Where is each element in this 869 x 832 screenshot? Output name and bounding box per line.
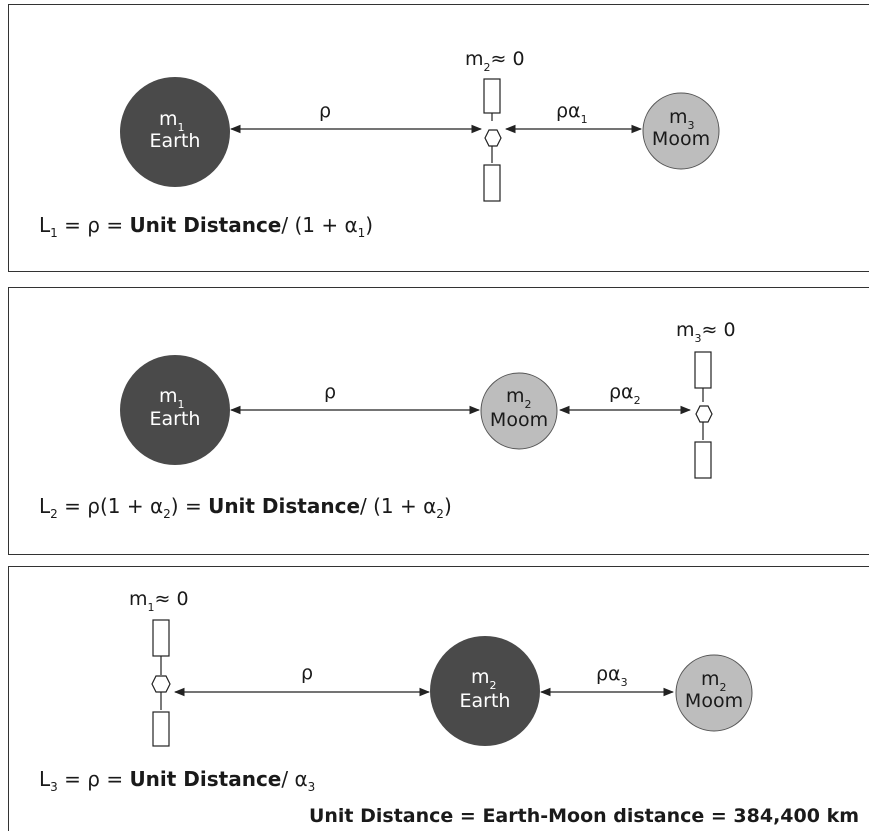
earth-body <box>430 636 540 746</box>
rho-alpha-label: ρα1 <box>556 100 588 126</box>
panel-l1-diagram: m1 Earth ρ m2≈ 0 ρα1 m3 Moom <box>120 48 720 202</box>
moon-name-label: Moom <box>652 128 710 150</box>
satellite-mass-label: m3≈ 0 <box>676 319 736 345</box>
satellite-icon <box>483 78 502 202</box>
moon-name-label: Moom <box>685 690 743 712</box>
rho-label: ρ <box>301 662 313 684</box>
earth-name-label: Earth <box>150 130 201 152</box>
moon-body <box>642 92 720 170</box>
panel-l3-diagram: m1≈ 0 ρ m2 Earth ρα3 m2 Moom <box>129 588 753 747</box>
moon-mass-label: m2 <box>506 385 532 411</box>
l3-formula: L3 = ρ = Unit Distance/ α3 <box>39 767 316 794</box>
rho-alpha-label: ρα2 <box>609 381 641 407</box>
moon-body <box>480 372 558 450</box>
earth-mass-label: m1 <box>159 108 185 134</box>
moon-name-label: Moom <box>490 409 548 431</box>
satellite-icon <box>694 351 713 479</box>
satellite-mass-label: m2≈ 0 <box>465 48 525 74</box>
rho-label: ρ <box>324 381 336 403</box>
satellite-icon <box>151 619 171 747</box>
panel-l2: m1 Earth ρ m2 Moom ρα2 m3≈ 0 L2 = ρ(1 + … <box>8 287 869 555</box>
earth-mass-label: m2 <box>471 666 497 692</box>
panel-l1: m1 Earth ρ m2≈ 0 ρα1 m3 Moom L1 = ρ = Un… <box>8 4 869 272</box>
rho-label: ρ <box>319 100 331 122</box>
earth-mass-label: m1 <box>159 385 185 411</box>
moon-body <box>675 654 753 732</box>
earth-body <box>120 355 230 465</box>
unit-distance-note: Unit Distance = Earth-Moon distance = 38… <box>308 805 859 827</box>
rho-alpha-label: ρα3 <box>596 663 628 689</box>
earth-name-label: Earth <box>150 408 201 430</box>
satellite-mass-label: m1≈ 0 <box>129 588 189 614</box>
l1-formula: L1 = ρ = Unit Distance/ (1 + α1) <box>39 213 374 240</box>
moon-mass-label: m3 <box>669 106 695 132</box>
earth-body <box>120 77 230 187</box>
panel-l2-diagram: m1 Earth ρ m2 Moom ρα2 m3≈ 0 <box>120 319 736 479</box>
moon-mass-label: m2 <box>701 668 727 694</box>
l2-formula: L2 = ρ(1 + α2) = Unit Distance/ (1 + α2) <box>39 494 452 521</box>
earth-name-label: Earth <box>460 690 511 712</box>
panel-l3: m1≈ 0 ρ m2 Earth ρα3 m2 Moom L3 = ρ = Un… <box>8 566 869 831</box>
